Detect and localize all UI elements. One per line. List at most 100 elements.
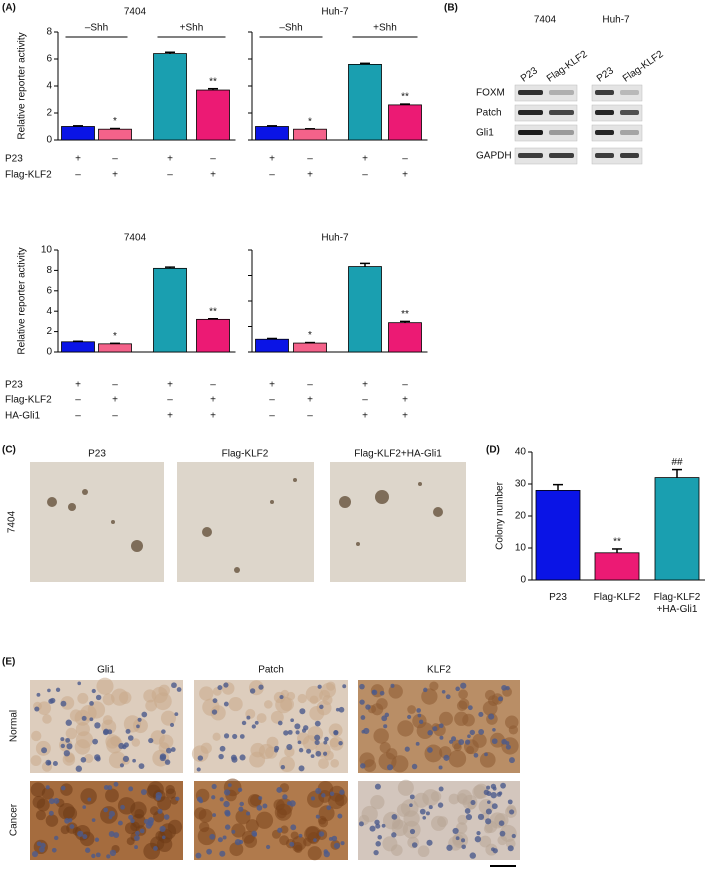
blot-band xyxy=(620,153,639,158)
stain-blob xyxy=(297,693,307,704)
nucleus xyxy=(91,818,96,822)
nucleus xyxy=(425,811,430,816)
condition-sign: – xyxy=(307,380,313,391)
significance-mark: * xyxy=(113,116,117,127)
stain-blob xyxy=(330,759,339,768)
stain-blob xyxy=(105,788,119,803)
stain-blob xyxy=(270,710,284,724)
nucleus xyxy=(159,825,166,833)
nucleus xyxy=(478,711,484,717)
nucleus xyxy=(432,726,438,732)
nucleus xyxy=(95,756,101,762)
blot-band xyxy=(620,110,639,115)
column-label: KLF2 xyxy=(427,665,451,676)
condition-sign: + xyxy=(269,154,275,165)
condition-sign: + xyxy=(362,411,368,422)
nucleus xyxy=(197,755,204,761)
nucleus xyxy=(467,705,473,711)
nucleus xyxy=(455,686,460,692)
condition-sign: – xyxy=(210,380,216,391)
condition-sign: – xyxy=(112,380,118,391)
bar xyxy=(388,322,422,353)
bar xyxy=(153,53,187,141)
nucleus xyxy=(369,825,376,832)
nucleus xyxy=(108,810,115,817)
stain-blob xyxy=(284,746,295,758)
condition-sign: – xyxy=(307,154,313,165)
stain-blob xyxy=(110,735,122,747)
blot-band xyxy=(518,153,543,158)
stain-blob xyxy=(462,713,475,727)
stain-blob xyxy=(30,782,46,798)
nucleus xyxy=(219,745,226,752)
blot-band xyxy=(595,110,614,115)
colony xyxy=(68,503,76,511)
group-label: –Shh xyxy=(85,23,108,34)
blot-strip xyxy=(514,84,578,102)
protein-label: GAPDH xyxy=(476,151,512,162)
stain-blob xyxy=(160,710,177,726)
nucleus xyxy=(491,803,498,810)
y-tick-label: 6 xyxy=(46,54,52,65)
nucleus xyxy=(491,738,498,745)
nucleus xyxy=(391,813,398,820)
nucleus xyxy=(102,729,109,736)
blot-band xyxy=(549,153,574,158)
nucleus xyxy=(249,688,256,694)
nucleus xyxy=(117,820,123,826)
stain-blob xyxy=(458,689,468,700)
nucleus xyxy=(299,708,306,715)
group-label: +Shh xyxy=(180,23,204,34)
stain-blob xyxy=(321,682,337,698)
stain-blob xyxy=(77,692,89,704)
nucleus xyxy=(122,755,130,762)
nucleus xyxy=(254,720,259,725)
colony xyxy=(131,540,143,552)
nucleus xyxy=(411,842,418,848)
nucleus xyxy=(419,808,426,815)
nucleus xyxy=(484,752,488,757)
colony xyxy=(270,500,274,504)
nucleus xyxy=(95,852,101,858)
blot-strip xyxy=(514,104,578,122)
stain-blob xyxy=(421,688,438,705)
nucleus xyxy=(500,782,506,789)
nucleus xyxy=(139,828,145,834)
blot-band xyxy=(518,90,543,95)
nucleus xyxy=(321,793,326,798)
y-tick-label: 0 xyxy=(46,135,52,146)
y-tick-label: 4 xyxy=(46,306,52,317)
stain-blob xyxy=(307,831,320,845)
nucleus xyxy=(478,728,485,735)
bar xyxy=(61,126,95,141)
stain-blob xyxy=(413,792,429,808)
blot-band xyxy=(620,90,639,95)
nucleus xyxy=(507,799,513,805)
condition-sign: + xyxy=(167,411,173,422)
blot-strip xyxy=(514,124,578,142)
nucleus xyxy=(108,831,115,837)
nucleus xyxy=(279,694,284,700)
colony xyxy=(82,489,88,495)
nucleus xyxy=(239,801,244,807)
nucleus xyxy=(48,698,54,704)
nucleus xyxy=(103,785,109,790)
nucleus xyxy=(499,830,506,837)
nucleus xyxy=(209,833,216,840)
nucleus xyxy=(458,739,465,745)
nucleus xyxy=(315,814,320,819)
nucleus xyxy=(491,847,495,852)
stain-blob xyxy=(96,677,114,695)
y-tick-label: 0 xyxy=(520,575,526,586)
stain-blob xyxy=(490,732,505,748)
nucleus xyxy=(60,700,67,707)
condition-sign: + xyxy=(112,395,118,406)
nucleus xyxy=(441,689,446,694)
stain-blob xyxy=(266,736,279,749)
stain-blob xyxy=(417,845,430,858)
nucleus xyxy=(464,739,471,745)
condition-sign: – xyxy=(112,411,118,422)
stain-blob xyxy=(317,815,327,825)
x-tick-label: Flag-KLF2 xyxy=(593,592,641,603)
stain-blob xyxy=(30,755,42,767)
